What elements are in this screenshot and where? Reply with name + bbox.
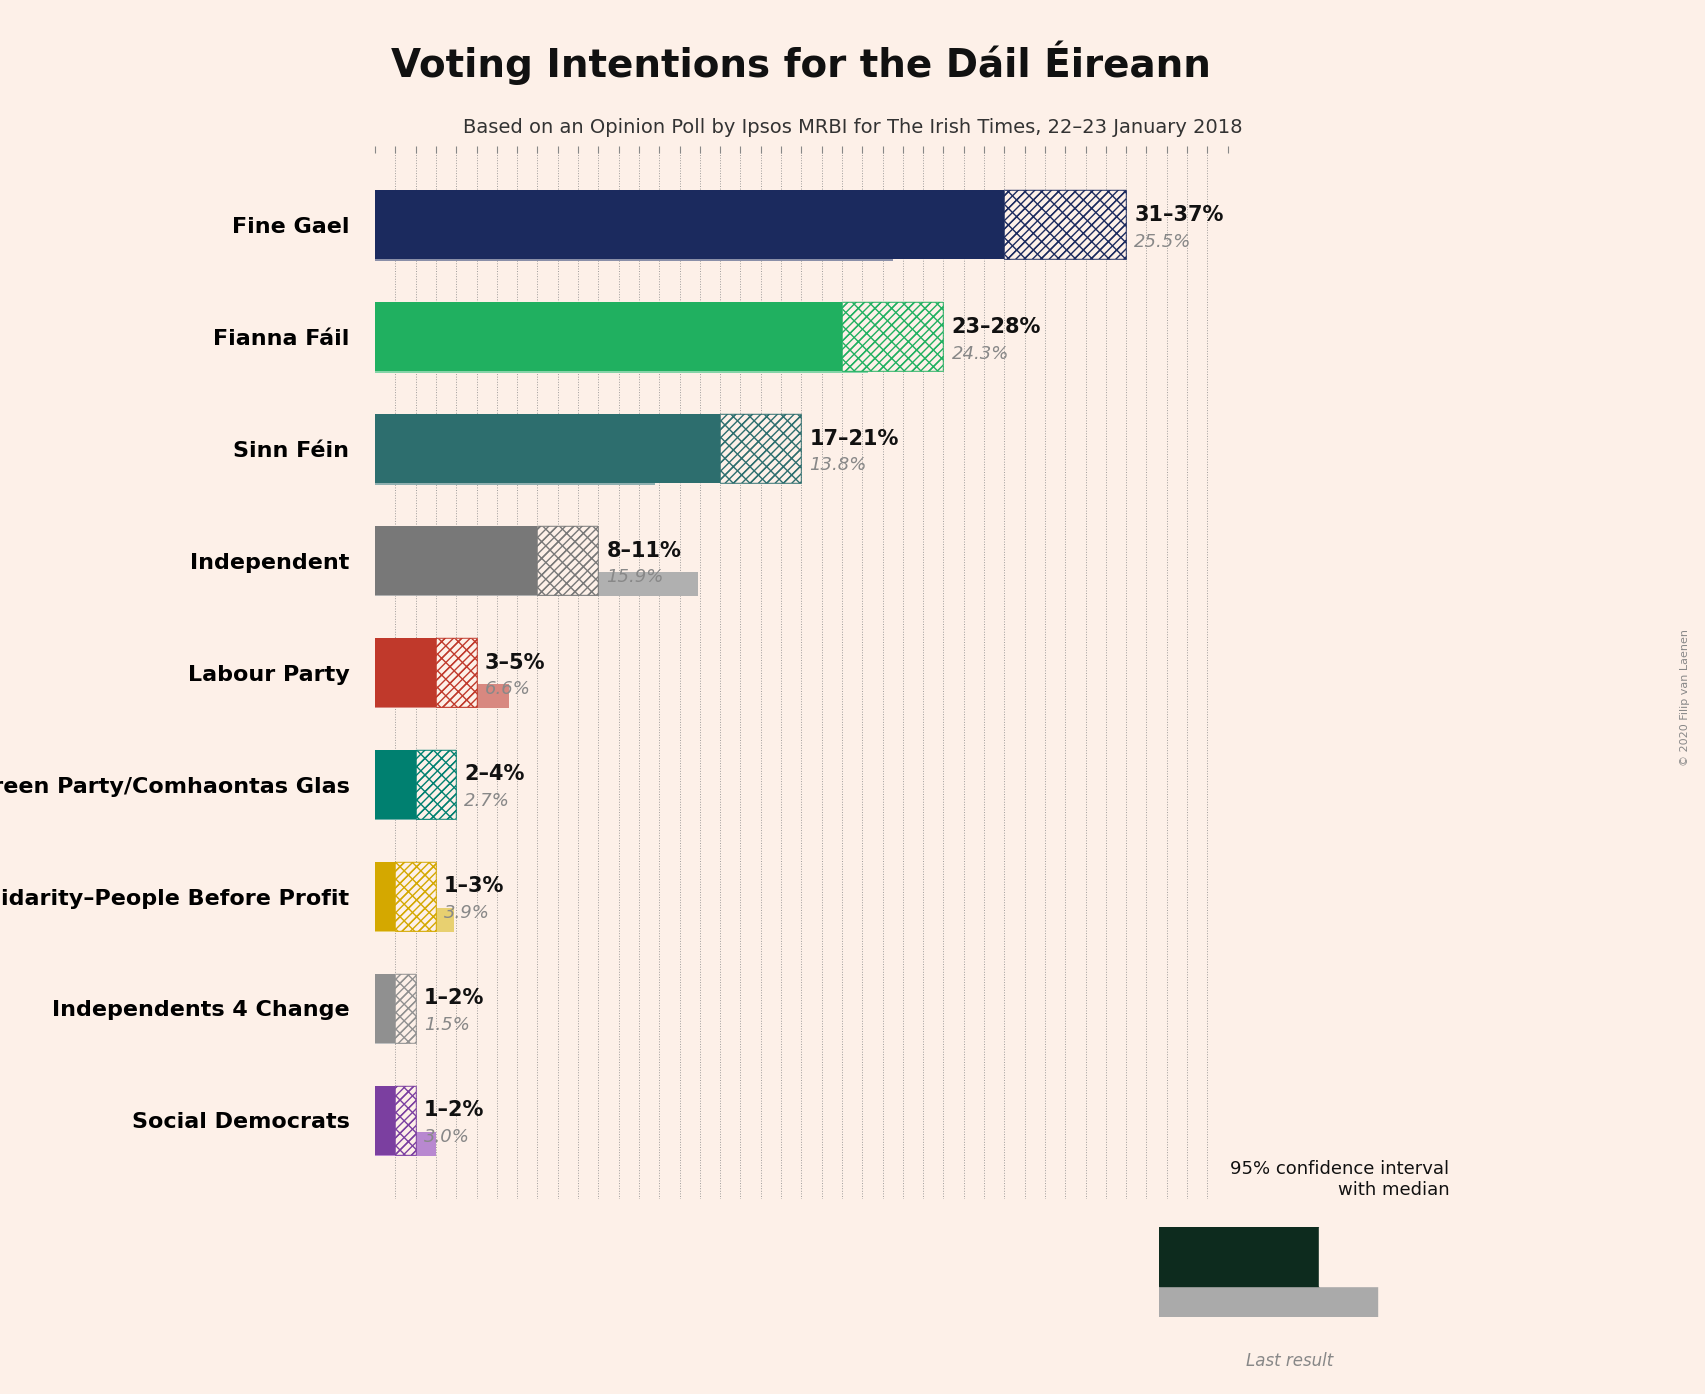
Text: 2.7%: 2.7% (464, 792, 510, 810)
Bar (396, 1086, 416, 1156)
Bar (1159, 1285, 1378, 1317)
Bar (375, 638, 436, 707)
Text: 17–21%: 17–21% (810, 428, 899, 449)
Bar (396, 1086, 416, 1156)
Bar (375, 861, 396, 931)
Bar (375, 796, 430, 821)
Bar (1320, 1227, 1449, 1285)
Bar (537, 526, 598, 595)
Bar (1004, 190, 1125, 259)
Text: © 2020 Filip van Laenen: © 2020 Filip van Laenen (1679, 629, 1690, 765)
Bar (436, 638, 477, 707)
Bar (416, 750, 457, 820)
Bar (720, 414, 801, 484)
Bar (1320, 1227, 1449, 1285)
Bar (1320, 1227, 1449, 1285)
Bar (375, 1132, 436, 1156)
Bar (375, 526, 537, 595)
Bar (375, 750, 416, 820)
Text: 25.5%: 25.5% (1134, 233, 1192, 251)
Text: 3–5%: 3–5% (484, 652, 546, 672)
Bar (396, 861, 436, 931)
Text: 31–37%: 31–37% (1134, 205, 1224, 224)
Bar (396, 861, 436, 931)
Text: 1.5%: 1.5% (425, 1016, 469, 1034)
Bar (375, 1086, 396, 1156)
Bar (396, 1086, 416, 1156)
Bar (842, 302, 943, 371)
Bar (537, 526, 598, 595)
Text: 2–4%: 2–4% (464, 764, 525, 785)
Bar (375, 460, 655, 485)
Text: 13.8%: 13.8% (810, 456, 866, 474)
Bar (375, 302, 842, 371)
Text: 1–3%: 1–3% (443, 877, 505, 896)
Bar (375, 348, 868, 372)
Text: 95% confidence interval
with median: 95% confidence interval with median (1229, 1160, 1449, 1199)
Bar (1004, 190, 1125, 259)
Bar (375, 414, 720, 484)
Text: 1–2%: 1–2% (425, 1100, 484, 1121)
Text: 24.3%: 24.3% (951, 344, 1009, 362)
Bar (375, 907, 454, 933)
Bar (436, 638, 477, 707)
Text: 15.9%: 15.9% (607, 569, 663, 587)
Bar (1159, 1227, 1320, 1285)
Text: Last result: Last result (1246, 1352, 1333, 1370)
Bar (842, 302, 943, 371)
Bar (375, 190, 1004, 259)
Text: 23–28%: 23–28% (951, 316, 1042, 336)
Bar (416, 750, 457, 820)
Bar (396, 974, 416, 1043)
Bar (375, 236, 893, 261)
Bar (396, 974, 416, 1043)
Bar (416, 750, 457, 820)
Text: 3.9%: 3.9% (443, 905, 489, 923)
Text: 8–11%: 8–11% (607, 541, 682, 560)
Title: Voting Intentions for the Dáil Éireann: Voting Intentions for the Dáil Éireann (392, 40, 1211, 85)
Bar (396, 974, 416, 1043)
Bar (842, 302, 943, 371)
Text: Based on an Opinion Poll by Ipsos MRBI for The Irish Times, 22–23 January 2018: Based on an Opinion Poll by Ipsos MRBI f… (462, 118, 1243, 138)
Bar (720, 414, 801, 484)
Bar (720, 414, 801, 484)
Bar (1004, 190, 1125, 259)
Text: 1–2%: 1–2% (425, 988, 484, 1008)
Bar (375, 1019, 406, 1044)
Bar (537, 526, 598, 595)
Text: 3.0%: 3.0% (425, 1128, 469, 1146)
Bar (396, 861, 436, 931)
Bar (436, 638, 477, 707)
Bar (375, 684, 510, 708)
Bar (375, 572, 697, 597)
Bar (375, 974, 396, 1043)
Text: 6.6%: 6.6% (484, 680, 530, 698)
